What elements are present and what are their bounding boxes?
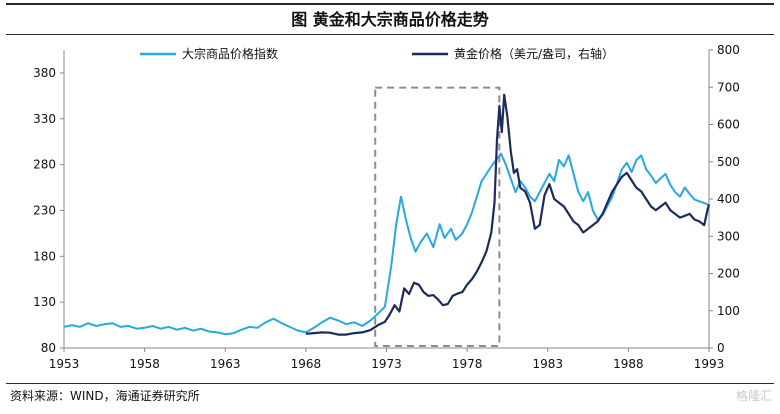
x-tick-label: 1973 <box>371 357 402 371</box>
footer-divider <box>6 383 774 384</box>
title-bar: 图 黄金和大宗商品价格走势 <box>6 3 774 35</box>
y-left-tick-label: 130 <box>33 295 56 309</box>
series-line-commodity-index <box>63 152 710 336</box>
y-right-tick-label: 200 <box>717 267 740 281</box>
legend-label: 大宗商品价格指数 <box>182 46 278 61</box>
y-right-tick-label: 700 <box>717 80 740 94</box>
source-note: 资料来源：WIND，海通证券研究所 <box>10 389 200 403</box>
line-chart: 80 130 180 230 280 330 380 0 100 200 300 400 500 600 7… <box>33 43 740 371</box>
highlight-box <box>374 86 501 348</box>
legend-label: 黄金价格（美元/盎司，右轴） <box>454 46 614 61</box>
y-right-tick-label: 100 <box>717 304 740 318</box>
chart-title: 图 黄金和大宗商品价格走势 <box>291 10 489 29</box>
x-tick-label: 1953 <box>49 357 80 371</box>
x-tick-label: 1978 <box>452 357 483 371</box>
series-line-gold-price <box>305 93 711 336</box>
x-tick-label: 1958 <box>129 357 160 371</box>
y-right-tick-label: 800 <box>717 43 740 57</box>
highlight-box-layer <box>374 86 501 348</box>
y-left-tick-label: 330 <box>33 112 56 126</box>
legend: 大宗商品价格指数 黄金价格（美元/盎司，右轴） <box>140 46 614 61</box>
y-right-tick-label: 0 <box>717 341 725 355</box>
y-left-tick-label: 280 <box>33 158 56 172</box>
x-tick-label: 1983 <box>532 357 563 371</box>
y-right-tick-label: 600 <box>717 118 740 132</box>
x-tick-label: 1988 <box>613 357 644 371</box>
y-right-tick-label: 300 <box>717 229 740 243</box>
y-right-tick-label: 500 <box>717 155 740 169</box>
y-left-tick-label: 230 <box>33 203 56 217</box>
x-tick-label: 1993 <box>694 357 725 371</box>
y-left-tick-label: 80 <box>41 341 56 355</box>
watermark: 格隆汇 <box>735 389 772 403</box>
x-tick-label: 1968 <box>291 357 322 371</box>
y-left-tick-label: 380 <box>33 66 56 80</box>
axes: 80 130 180 230 280 330 380 0 100 200 300 400 500 600 7… <box>33 43 740 371</box>
y-right-tick-label: 400 <box>717 192 740 206</box>
y-left-tick-label: 180 <box>33 249 56 263</box>
x-tick-label: 1963 <box>210 357 241 371</box>
series-layer <box>63 93 711 336</box>
